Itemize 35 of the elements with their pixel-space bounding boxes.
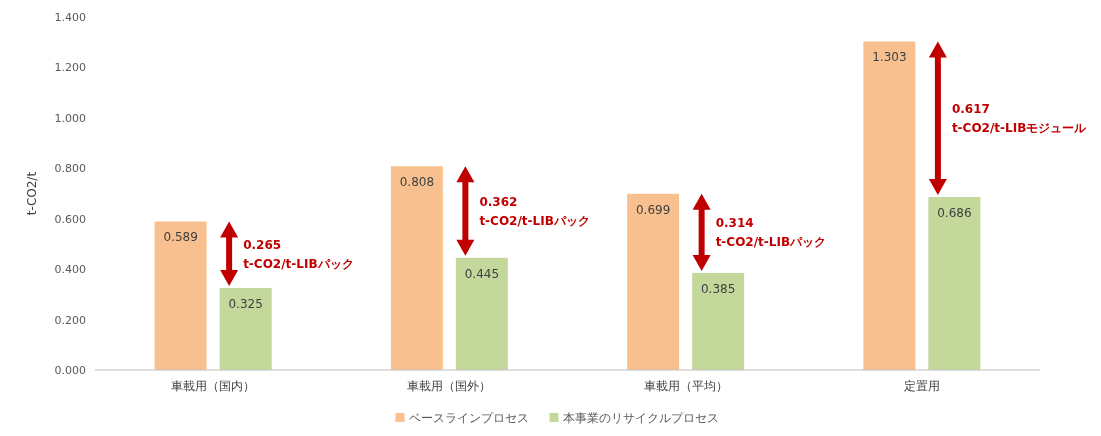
x-tick-label: 車載用（国外） [407, 379, 492, 393]
data-label: 1.303 [872, 50, 907, 65]
y-tick-label: 0.200 [54, 313, 86, 327]
bar [692, 272, 745, 370]
y-axis-title: t-CO2/t [25, 171, 39, 216]
annotation: 0.617 t-CO2/t-LIBモジュール [951, 102, 1088, 136]
data-label: 0.699 [635, 202, 671, 217]
y-tick-label: 1.000 [54, 111, 86, 125]
data-label: 0.686 [937, 206, 972, 221]
y-tick-label: 0.800 [54, 162, 86, 176]
annotation: 0.265 t-CO2/t-LIBパック [243, 237, 354, 271]
data-label: 0.325 [228, 297, 263, 312]
y-tick-label: 0.400 [54, 263, 86, 277]
y-tick-label: 0.000 [54, 364, 86, 377]
data-label: 0.445 [464, 266, 500, 281]
legend-label: ベースラインプロセス [408, 411, 529, 425]
x-tick-label: 車載用（国内） [171, 379, 256, 393]
bar [455, 257, 508, 370]
legend-label: 本事業のリサイクルプロセス [562, 411, 719, 425]
x-tick-label: 定置用 [903, 379, 940, 393]
y-tick-label: 1.400 [54, 11, 86, 24]
y-tick-label: 0.600 [54, 212, 86, 226]
annotation: 0.314 t-CO2/t-LIBパック [715, 216, 827, 250]
x-tick-label: 車載用（平均） [643, 379, 728, 393]
bar [928, 197, 981, 370]
y-tick-label: 1.200 [54, 61, 86, 75]
annotation: 0.362 t-CO2/t-LIBパック [479, 195, 590, 229]
bar [219, 288, 272, 370]
bar [154, 221, 207, 370]
bar [390, 166, 443, 370]
data-label: 0.589 [163, 230, 198, 245]
data-label: 0.808 [399, 175, 435, 190]
bar [863, 41, 916, 370]
bar [627, 193, 680, 370]
data-label: 0.385 [700, 281, 736, 296]
